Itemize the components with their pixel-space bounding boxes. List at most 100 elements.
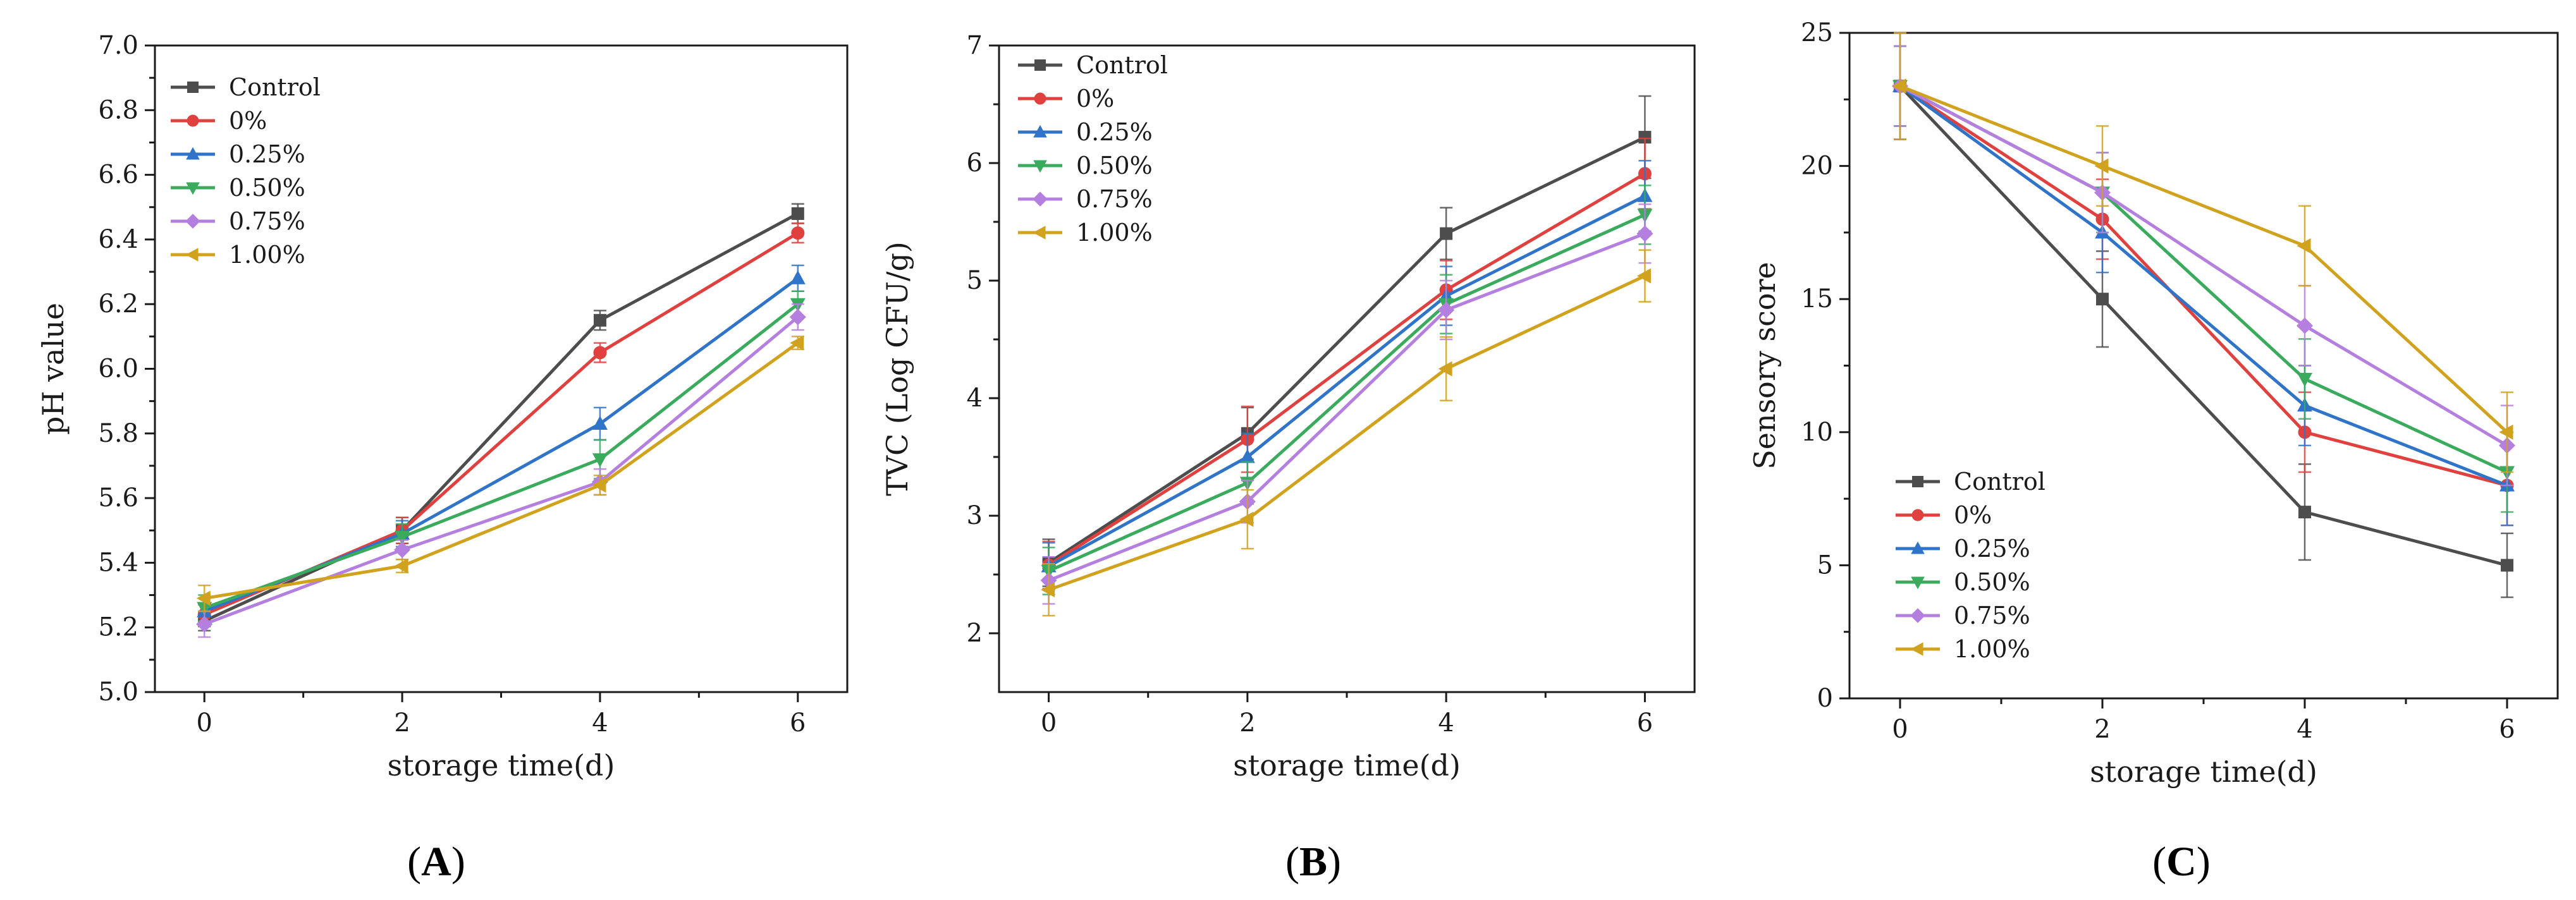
data-point [592,415,608,430]
legend-marker [1911,509,1924,521]
legend-label: 1.00% [1954,635,2030,663]
y-tick-label: 5.4 [98,548,138,577]
y-axis-title: pH value [36,303,70,435]
y-tick-label: 5 [1817,550,1833,580]
legend-marker [1910,642,1923,656]
series-line [1048,213,1646,573]
y-tick-label: 5 [967,266,983,295]
legend-item: Control [171,73,321,101]
data-point [1440,227,1453,240]
legend-item: 0% [1896,501,1992,529]
series-line [1899,85,2508,487]
y-axis-title: Sensory score [1748,262,1782,470]
y-tick-label: 10 [1801,418,1833,447]
data-point [2096,293,2109,306]
data-point [1892,78,1906,94]
y-tick-label: 6.6 [98,161,138,190]
series-line [1899,84,2508,434]
data-point [592,453,608,468]
series-0.50% [1892,45,2515,513]
legend-marker [1911,576,1925,590]
x-tick-label: 2 [2094,715,2110,744]
data-point [593,313,606,327]
legend-item: Control [1896,468,2045,496]
data-point [2297,238,2311,253]
data-point [789,308,806,325]
legend-item: 0.75% [1018,185,1153,213]
panel-label: (A) [407,839,465,885]
legend-marker [1911,541,1925,554]
x-tick-label: 4 [2297,715,2312,744]
legend-label: 0.50% [1954,568,2030,596]
data-point [196,616,213,633]
legend: Control 0% 0.25% 0.50% 0.75% 1.00% [1018,51,1168,246]
legend-label: 0.75% [1076,185,1153,213]
x-tick-label: 0 [1041,708,1057,738]
data-point [1438,301,1455,319]
data-point [791,226,805,240]
legend-item: 1.00% [171,241,305,269]
series-1.00% [1041,249,1652,617]
series-line [1899,85,2508,447]
legend-marker [1033,160,1047,173]
series-line [1048,172,1646,567]
data-point [1636,268,1651,284]
legend-marker [187,82,199,93]
series-line [204,341,799,600]
data-point [593,346,607,360]
legend-label: 1.00% [229,241,305,269]
legend-item: 0.50% [1018,152,1153,179]
series-1.00% [196,335,804,612]
data-point [790,335,804,351]
series-1.00% [1892,32,2513,473]
y-axis-title: TVC (Log CFU/g) [880,241,914,496]
data-point [1239,449,1255,463]
data-point [1638,131,1652,144]
data-point [1041,582,1055,598]
y-tick-label: 2 [967,619,983,648]
data-point [2297,373,2312,387]
legend-item: 0% [171,107,267,135]
x-tick-label: 6 [2499,715,2515,744]
legend-label: 1.00% [1076,219,1153,246]
legend: Control 0% 0.25% 0.50% 0.75% 1.00% [1896,468,2045,663]
legend-item: 1.00% [1896,635,2030,663]
x-axis-title: storage time(d) [1233,748,1461,782]
legend-label: 0% [1076,85,1114,113]
legend-marker [1034,59,1046,71]
y-tick-label: 5.6 [98,483,138,513]
data-point [196,590,211,606]
legend-marker [186,182,200,195]
data-point [791,207,804,220]
legend-label: 0.25% [1076,118,1153,146]
legend-marker [1033,192,1048,207]
y-tick-label: 6.2 [98,289,138,319]
data-point [2297,317,2313,334]
data-point [395,530,410,545]
series-line [1048,135,1646,564]
x-tick-label: 0 [1892,715,1908,744]
chart-panel-a: 5.0 5.2 5.4 5.6 5.8 6.0 6.2 6.4 6.6 6.8 7.0 0 2 4 6 sto… [36,31,849,885]
y-tick-label: 6.8 [98,95,138,125]
legend-label: 0.25% [1954,535,2030,562]
panel-label: (C) [2152,839,2211,885]
plot-frame [1848,32,2559,700]
data-point [394,541,411,558]
legend-marker [1910,608,1925,623]
chart-panel-c: 0 5 10 15 20 25 0 2 4 6 storage time(d) Sensory sco… [1748,18,2559,885]
legend-marker [185,248,199,262]
legend-label: 0.75% [1954,602,2030,629]
y-tick-label: 3 [967,501,983,530]
y-tick-label: 6.0 [98,355,138,384]
y-tick-label: 25 [1801,18,1833,47]
legend-item: 0.50% [1896,568,2030,596]
series-line [1899,85,2508,567]
legend-label: 0.25% [229,140,305,168]
y-tick-label: 7.0 [98,31,138,60]
legend-label: 0.50% [1076,152,1153,179]
x-axis-title: storage time(d) [2090,755,2317,789]
legend-marker [1033,125,1047,138]
y-tick-label: 5.2 [98,613,138,642]
series-line [1899,85,2508,487]
